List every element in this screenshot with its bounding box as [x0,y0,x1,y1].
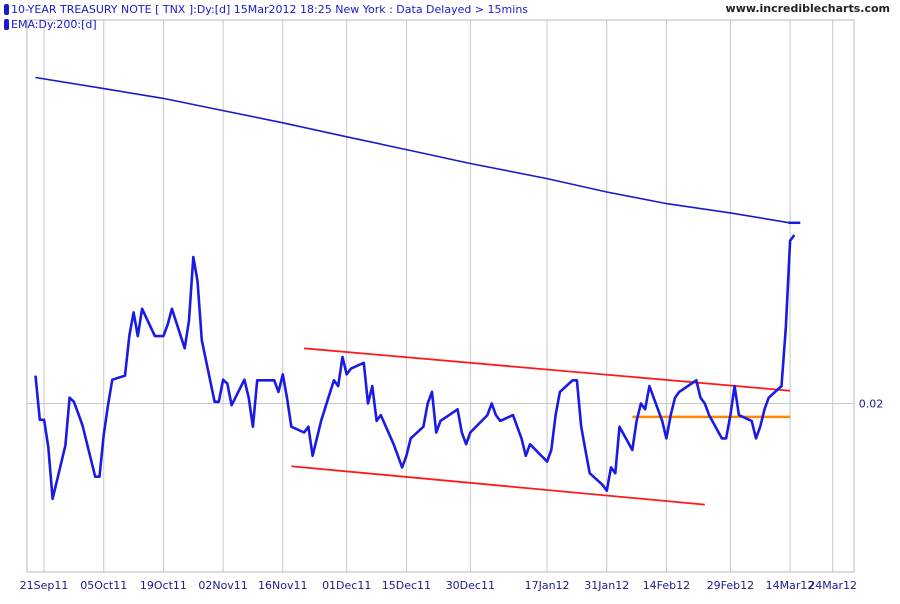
x-tick-label: 19Oct11 [140,579,187,592]
x-tick-label: 31Jan12 [584,579,629,592]
legend-label-price: 10-YEAR TREASURY NOTE [ TNX ]:Dy:[d] 15M… [11,3,529,16]
y-tick-label: 0.02 [859,397,884,410]
x-tick-label: 30Dec11 [446,579,495,592]
x-tick-label: 21Sep11 [20,579,69,592]
x-tick-label: 24Mar12 [808,579,857,592]
watermark: www.incrediblecharts.com [725,2,890,15]
ema-series-line [35,76,795,224]
x-tick-label: 14Mar12 [766,579,815,592]
trendline [304,347,791,392]
legend: 10-YEAR TREASURY NOTE [ TNX ]:Dy:[d] 15M… [4,2,528,32]
legend-label-ema: EMA:Dy:200:[d] [11,18,97,31]
x-tick-label: 16Nov11 [258,579,307,592]
legend-entry-ema: EMA:Dy:200:[d] [4,17,528,32]
legend-entry-price: 10-YEAR TREASURY NOTE [ TNX ]:Dy:[d] 15M… [4,2,528,17]
x-tick-label: 14Feb12 [643,579,690,592]
legend-swatch-price [4,4,9,15]
y-axis-labels: 0.02 [859,397,884,410]
price-series-line [34,234,796,501]
x-tick-label: 17Jan12 [525,579,570,592]
legend-swatch-ema [4,19,9,30]
trendline [291,465,705,506]
vertical-gridlines [43,20,834,572]
x-tick-label: 05Oct11 [80,579,127,592]
x-tick-label: 01Dec11 [322,579,371,592]
x-tick-label: 15Dec11 [382,579,431,592]
x-tick-label: 02Nov11 [198,579,247,592]
x-tick-label: 29Feb12 [707,579,754,592]
series-lines [34,76,801,501]
x-axis-labels: 21Sep11 05Oct11 19Oct11 02Nov11 16Nov11 01Dec… [20,579,857,592]
